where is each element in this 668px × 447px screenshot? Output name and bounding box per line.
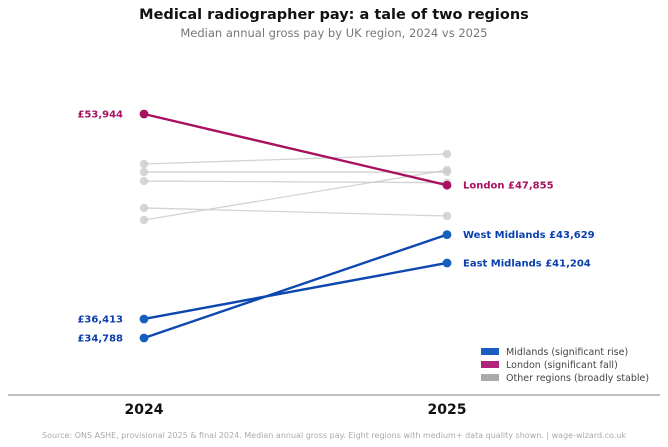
- series-line-london: [143, 112, 448, 187]
- point-west-midlands-2024: [139, 333, 149, 343]
- legend-swatch-midlands: [481, 348, 499, 355]
- series-line-other-region-2: [143, 180, 448, 184]
- legend-label-other: Other regions (broadly stable): [506, 373, 649, 384]
- point-other-region-3-2024: [139, 203, 149, 213]
- series-line-other-region-4: [143, 169, 448, 221]
- point-other-region-0-2025: [442, 149, 452, 159]
- point-london-2024: [139, 109, 149, 119]
- point-west-midlands-2025: [442, 230, 452, 240]
- legend-label-london: London (significant fall): [506, 360, 618, 371]
- point-other-region-3-2025: [442, 211, 452, 221]
- series-line-west-midlands: [143, 233, 448, 340]
- x-tick-2024: 2024: [125, 402, 164, 418]
- point-east-midlands-2025: [442, 258, 452, 268]
- series-line-other-region-0: [143, 153, 448, 165]
- value-label-london-2024: £53,944: [77, 110, 123, 121]
- point-other-region-4-2024: [139, 215, 149, 225]
- legend-swatch-london: [481, 361, 499, 368]
- point-other-region-2-2024: [139, 176, 149, 186]
- point-other-region-4-2025: [442, 165, 452, 175]
- legend-label-midlands: Midlands (significant rise): [506, 347, 628, 358]
- source-note: Source: ONS ASHE, provisional 2025 & fin…: [42, 431, 626, 440]
- chart-subtitle: Median annual gross pay by UK region, 20…: [180, 26, 487, 40]
- value-label-west-midlands-2024: £34,788: [77, 333, 123, 344]
- value-label-east-midlands-2025: East Midlands £41,204: [463, 258, 591, 269]
- point-other-region-0-2024: [139, 159, 149, 169]
- point-london-2025: [442, 180, 452, 190]
- series-line-other-region-3: [143, 207, 448, 217]
- legend: Midlands (significant rise) London (sign…: [481, 347, 649, 384]
- point-other-region-1-2024: [139, 167, 149, 177]
- value-label-london-2025: London £47,855: [463, 181, 554, 192]
- value-label-west-midlands-2025: West Midlands £43,629: [463, 230, 595, 241]
- chart-title: Medical radiographer pay: a tale of two …: [139, 7, 529, 23]
- value-label-east-midlands-2024: £36,413: [77, 314, 123, 325]
- x-tick-2025: 2025: [428, 402, 467, 418]
- point-east-midlands-2024: [139, 314, 149, 324]
- legend-swatch-other: [481, 374, 499, 381]
- series-line-east-midlands: [143, 261, 448, 321]
